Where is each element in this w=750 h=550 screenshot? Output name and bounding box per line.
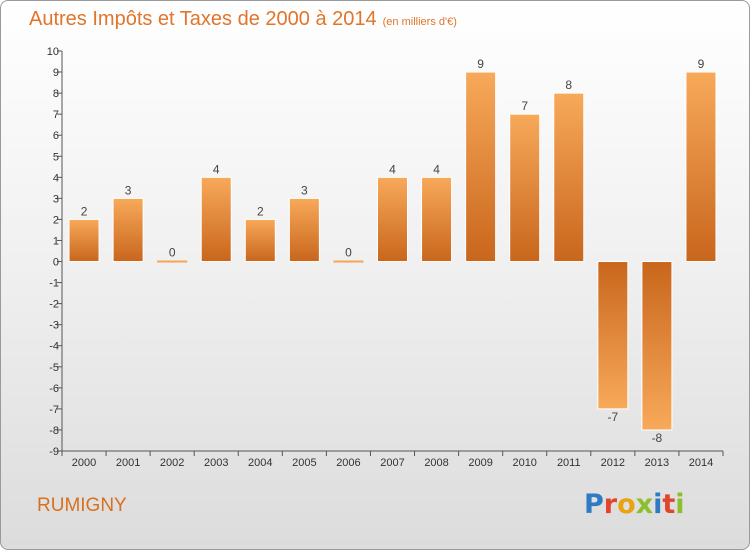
bar bbox=[553, 92, 585, 263]
x-tick-label: 2002 bbox=[160, 457, 184, 469]
y-tick-label: 10 bbox=[47, 46, 59, 58]
data-label: 0 bbox=[345, 246, 352, 260]
bar bbox=[509, 113, 541, 263]
chart-subtitle: (en milliers d'€) bbox=[382, 16, 457, 28]
x-tick-label: 2005 bbox=[292, 457, 316, 469]
y-tick-label: 3 bbox=[53, 193, 59, 205]
data-label: 9 bbox=[698, 57, 705, 71]
y-tick-label: -4 bbox=[49, 341, 59, 353]
y-tick-label: 0 bbox=[53, 257, 59, 269]
x-tick-label: 2004 bbox=[248, 457, 272, 469]
bar bbox=[68, 218, 100, 263]
x-tick-label: 2008 bbox=[424, 457, 448, 469]
data-label: 4 bbox=[213, 162, 220, 176]
y-tick-label: 6 bbox=[53, 130, 59, 142]
x-tick-label: 2003 bbox=[204, 457, 228, 469]
bar bbox=[112, 197, 144, 263]
x-tick-label: 2014 bbox=[689, 457, 713, 469]
data-label: -7 bbox=[607, 410, 618, 424]
data-label: 8 bbox=[565, 78, 572, 92]
data-label: 2 bbox=[81, 204, 88, 218]
logo-letter: r bbox=[603, 489, 618, 520]
proxiti-logo: Proxiti bbox=[584, 489, 685, 520]
data-label: 4 bbox=[389, 162, 396, 176]
data-label: -8 bbox=[652, 431, 663, 445]
logo-letter: x bbox=[635, 489, 654, 520]
data-label: 9 bbox=[477, 57, 484, 71]
bar bbox=[641, 261, 673, 431]
bar bbox=[421, 176, 453, 263]
x-tick-label: 2010 bbox=[512, 457, 536, 469]
y-tick-label: -9 bbox=[49, 446, 59, 458]
bar bbox=[377, 176, 408, 263]
x-tick-label: 2007 bbox=[380, 457, 404, 469]
data-label: 0 bbox=[169, 246, 176, 260]
logo-letter: o bbox=[617, 489, 636, 520]
x-tick-label: 2001 bbox=[116, 457, 140, 469]
chart-title-text: Autres Impôts et Taxes de 2000 à 2014 bbox=[29, 8, 377, 30]
chart-title: Autres Impôts et Taxes de 2000 à 2014 (en… bbox=[29, 8, 457, 31]
y-tick-label: -2 bbox=[49, 299, 59, 311]
y-tick-label: -3 bbox=[49, 320, 59, 332]
data-label: 3 bbox=[301, 183, 308, 197]
bar bbox=[685, 71, 717, 263]
logo-letter: P bbox=[584, 489, 604, 520]
logo-letter: i bbox=[675, 489, 685, 520]
bar bbox=[333, 260, 364, 263]
logo-letter: i bbox=[653, 489, 663, 520]
logo-letter: t bbox=[662, 489, 676, 520]
x-tick-label: 2009 bbox=[468, 457, 492, 469]
y-tick-label: 8 bbox=[53, 88, 59, 100]
bar bbox=[465, 71, 497, 263]
y-tick-label: 9 bbox=[53, 67, 59, 79]
x-tick-label: 2012 bbox=[601, 457, 625, 469]
y-tick-label: 2 bbox=[53, 214, 59, 226]
y-tick-label: -8 bbox=[49, 425, 59, 437]
y-tick-label: -5 bbox=[49, 362, 59, 374]
y-tick-label: 4 bbox=[53, 172, 59, 184]
data-label: 7 bbox=[521, 99, 528, 113]
x-tick-label: 2000 bbox=[72, 457, 96, 469]
x-tick-label: 2006 bbox=[336, 457, 360, 469]
x-tick-label: 2011 bbox=[557, 457, 581, 469]
commune-name: RUMIGNY bbox=[37, 495, 127, 516]
data-label: 3 bbox=[125, 183, 132, 197]
y-tick-label: -7 bbox=[49, 404, 59, 416]
y-tick-label: -6 bbox=[49, 383, 59, 395]
bar bbox=[157, 260, 188, 263]
bar bbox=[288, 197, 320, 263]
bar bbox=[244, 218, 276, 263]
y-tick-label: 1 bbox=[53, 235, 59, 247]
y-tick-label: 5 bbox=[53, 151, 59, 163]
y-tick-label: -1 bbox=[49, 278, 59, 290]
bar bbox=[200, 176, 232, 263]
x-tick-label: 2013 bbox=[645, 457, 669, 469]
data-label: 4 bbox=[433, 162, 440, 176]
bar bbox=[597, 261, 629, 410]
data-label: 2 bbox=[257, 204, 264, 218]
y-tick-label: 7 bbox=[53, 109, 59, 121]
